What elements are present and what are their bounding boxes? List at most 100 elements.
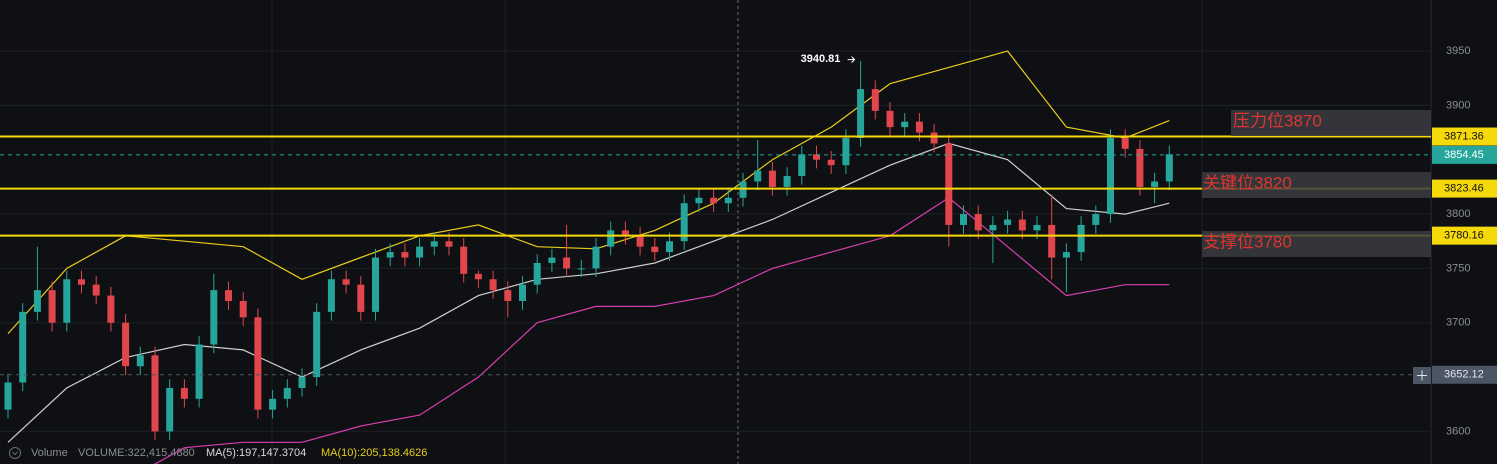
chevron [12, 451, 18, 456]
annotation: 支撑位3780 [1203, 232, 1292, 251]
candle-body [886, 110, 894, 128]
candle-body [1077, 224, 1085, 253]
candle-body [842, 138, 850, 166]
y-tick-label: 3950 [1446, 45, 1470, 57]
footer: Volume VOLUME:322,415.4880 MA(5):197,147… [9, 447, 427, 459]
candle-body [901, 121, 909, 128]
volume-value: VOLUME:322,415.4880 [78, 447, 195, 459]
candle-body [107, 295, 115, 323]
candle-body [48, 290, 56, 323]
candle-body [563, 257, 571, 269]
plus-icon [1417, 370, 1427, 381]
y-tick-label: 3900 [1446, 99, 1470, 111]
candle-body [989, 224, 997, 231]
annotation-box [1231, 110, 1431, 136]
candle-body [357, 284, 365, 312]
candle-body [225, 290, 232, 302]
ma10-value: MA(10):205,138.4626 [321, 447, 427, 459]
candle-body [254, 317, 262, 410]
candle-body [651, 246, 659, 253]
candle-body [960, 214, 967, 225]
candle-body [1048, 224, 1056, 258]
candle-body [92, 284, 100, 296]
high-label-text: 3940.81 [801, 53, 841, 65]
candle-body [122, 322, 130, 367]
candle-body [166, 387, 174, 432]
ma5-value: MA(5):197,147.3704 [206, 447, 306, 459]
band-line [153, 197, 1170, 464]
price-tag-label: 3854.45 [1444, 149, 1484, 161]
candle-body [680, 203, 688, 242]
candle-body [798, 154, 806, 177]
candles [4, 61, 1173, 441]
price-lines [0, 135, 1431, 376]
annotation-box [1202, 231, 1431, 257]
price-tag [1432, 127, 1497, 146]
y-tick-label: 3800 [1446, 208, 1470, 220]
candle-body [915, 121, 923, 133]
candle-body [210, 290, 218, 345]
candle-body [313, 311, 321, 378]
candle-body [445, 241, 453, 247]
candle-body [195, 344, 203, 399]
candle-body [1062, 252, 1070, 258]
annotation-box [1202, 172, 1431, 198]
annotation: 压力位3870 [1233, 111, 1322, 130]
candle-body [695, 197, 703, 204]
candle-body [430, 241, 438, 247]
y-tick-label: 3600 [1446, 425, 1470, 437]
high-label: 3940.81 [801, 53, 856, 65]
candle-body [1004, 219, 1012, 225]
candle-body [724, 197, 732, 204]
collapse-icon[interactable] [9, 447, 21, 459]
candle-body [827, 159, 835, 166]
candle-body [327, 279, 335, 312]
volume-label: Volume [31, 447, 68, 459]
candle-body [1033, 224, 1041, 231]
candle-body [1107, 138, 1114, 215]
price-tag-label: 3823.46 [1444, 182, 1484, 194]
candle-body [666, 241, 673, 253]
candle-body [930, 132, 938, 144]
candle-body [19, 311, 27, 383]
candle-body [607, 230, 615, 247]
candle-body [871, 89, 879, 111]
candle-body [489, 279, 497, 291]
y-axis: 3600 3700 3750 3800 3900 3950 3871.36 3854.45 38… [1432, 45, 1497, 437]
candle-body [416, 246, 424, 258]
candle-body [974, 214, 982, 231]
high-arrow [847, 56, 856, 63]
candle-body [768, 170, 776, 187]
candle-body [519, 284, 526, 302]
candle-body [710, 197, 718, 204]
candle-body [298, 377, 306, 388]
candle-body [857, 89, 865, 139]
candle-body [754, 170, 762, 182]
price-tag-label: 3780.16 [1444, 230, 1484, 242]
candle-body [621, 230, 629, 236]
candle-body [401, 252, 409, 258]
candle-body [460, 246, 468, 274]
price-tag [1432, 179, 1497, 198]
price-tag [1432, 365, 1497, 384]
price-tag [1432, 226, 1497, 245]
price-tag-label: 3652.12 [1444, 369, 1484, 381]
candle-body [474, 273, 482, 280]
candle-body [548, 257, 556, 263]
candle-body [283, 387, 291, 399]
crosshair-plus [1413, 367, 1431, 384]
candle-body [78, 279, 85, 285]
annotation: 关键位3820 [1203, 173, 1292, 192]
candle-body [783, 176, 791, 187]
candle-body [592, 246, 600, 269]
candle-body [63, 279, 71, 323]
candle-body [180, 387, 188, 399]
grid [0, 50, 1431, 432]
candle-body [342, 279, 350, 285]
candle-body [239, 301, 247, 318]
candle-body [1121, 138, 1129, 149]
candle-body [533, 262, 541, 285]
price-tag-label: 3871.36 [1444, 130, 1484, 142]
